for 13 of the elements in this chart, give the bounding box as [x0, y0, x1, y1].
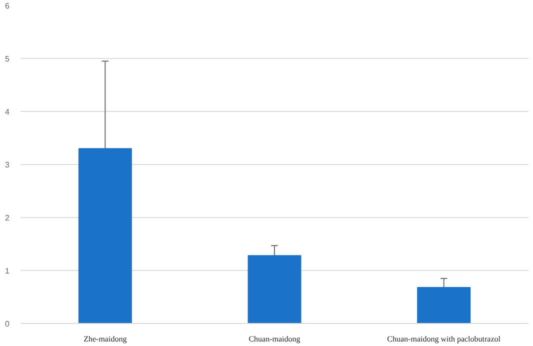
x-tick-label: Zhe-maidong: [84, 334, 127, 344]
bar: [417, 286, 471, 324]
y-tick-label: 2: [5, 214, 10, 222]
x-tick-label: Chuan-maidong with paclobutrazol: [387, 334, 502, 344]
y-tick-label: 0: [5, 320, 10, 328]
y-tick-label: 4: [5, 108, 10, 116]
y-tick-label: 1: [5, 266, 10, 276]
y-tick-label: 5: [5, 54, 10, 64]
y-tick-label: 6: [5, 2, 10, 10]
bar: [78, 148, 132, 324]
y-tick-label: 3: [5, 160, 10, 170]
bar: [248, 255, 302, 324]
x-tick-label: Chuan-maidong: [248, 334, 300, 344]
